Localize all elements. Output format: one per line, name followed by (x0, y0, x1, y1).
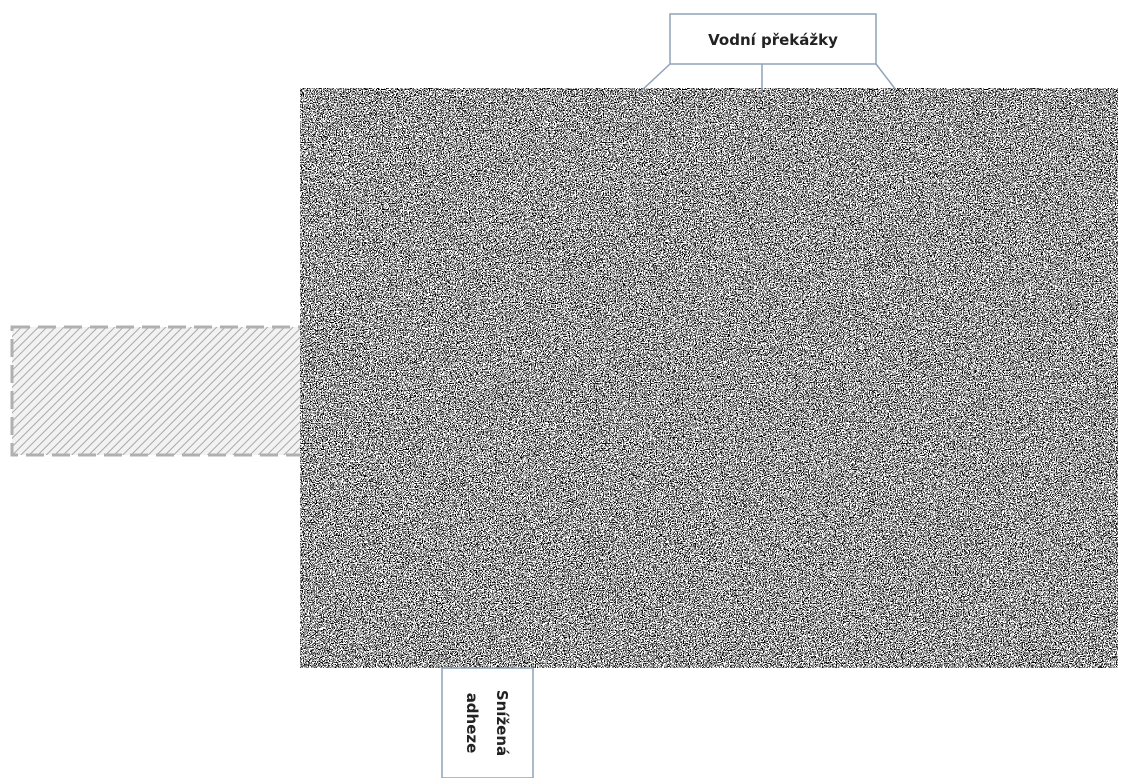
leader-line (876, 64, 896, 90)
callout-label: Snížená (493, 690, 511, 756)
callout-label: Vodní překážky (708, 31, 838, 49)
bottom-callout: Snížená adheze (442, 668, 533, 778)
leader-line (640, 64, 670, 92)
top-callout: Vodní překážky (640, 14, 896, 92)
callout-box (442, 668, 533, 778)
diagram: Vodní překážky Snížená adheze (0, 0, 1121, 778)
callout-label: adheze (463, 693, 481, 754)
hatched-zone (12, 327, 302, 455)
noise-area (300, 88, 1118, 668)
